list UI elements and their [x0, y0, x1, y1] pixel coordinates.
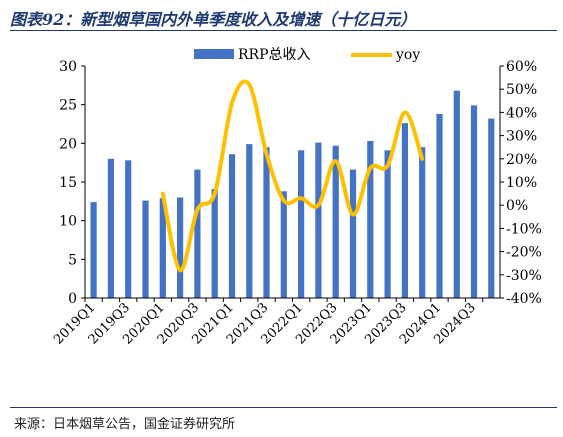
bar — [125, 160, 132, 298]
source-note: 来源：日本烟草公告，国金证券研究所 — [14, 417, 236, 432]
right-tick-label: 60% — [506, 59, 537, 75]
legend-bar-swatch — [194, 49, 234, 59]
left-tick-label: 10 — [59, 214, 77, 230]
legend-line-label: yoy — [395, 47, 420, 63]
bar — [419, 147, 426, 298]
right-tick-label: -20% — [506, 245, 542, 261]
yoy-line — [160, 79, 425, 273]
legend: RRP总收入 yoy — [194, 47, 420, 63]
bar — [211, 189, 218, 298]
bar — [315, 142, 322, 298]
right-tick-label: -30% — [506, 268, 542, 284]
left-tick-label: 30 — [59, 59, 77, 75]
right-tick-label: 50% — [506, 82, 537, 98]
left-tick-label: 5 — [68, 252, 77, 268]
bar — [177, 197, 184, 298]
left-tick-label: 15 — [59, 175, 77, 191]
footer-divider — [10, 407, 557, 408]
bar — [142, 200, 149, 298]
bar — [332, 145, 339, 298]
right-tick-label: 20% — [506, 152, 537, 168]
right-tick-label: 0% — [506, 198, 528, 214]
legend-bar-label: RRP总收入 — [238, 47, 311, 63]
bar — [367, 141, 374, 298]
bar — [436, 113, 443, 299]
left-tick-label: 20 — [59, 136, 77, 152]
bar — [384, 150, 391, 298]
bar — [159, 198, 166, 298]
right-tick-label: -10% — [506, 221, 542, 237]
bar — [488, 118, 495, 298]
bar — [280, 191, 287, 298]
line-series — [160, 79, 425, 273]
title-divider — [10, 30, 557, 31]
left-tick-label: 0 — [68, 291, 77, 307]
right-tick-label: -40% — [506, 291, 542, 307]
right-tick-label: 10% — [506, 175, 537, 191]
bar — [298, 150, 305, 298]
bar — [246, 144, 253, 298]
bar-series — [90, 90, 495, 299]
bar — [349, 169, 357, 298]
axes: 0 5 10 15 20 25 30 -40% -30% -20% -10% 0% 10% 20% 30% 4… — [51, 59, 542, 348]
left-tick-label: 25 — [59, 98, 77, 114]
right-tick-label: 30% — [506, 129, 537, 145]
bar — [194, 169, 201, 298]
bar — [401, 123, 408, 298]
bar — [263, 147, 270, 298]
bar — [107, 158, 114, 298]
bar — [453, 90, 460, 298]
bar — [90, 202, 97, 298]
bar — [228, 154, 236, 298]
right-tick-label: 40% — [506, 105, 537, 121]
bar — [470, 105, 478, 299]
chart-title: 图表92：新型烟草国内外单季度收入及增速（十亿日元） — [10, 10, 417, 29]
